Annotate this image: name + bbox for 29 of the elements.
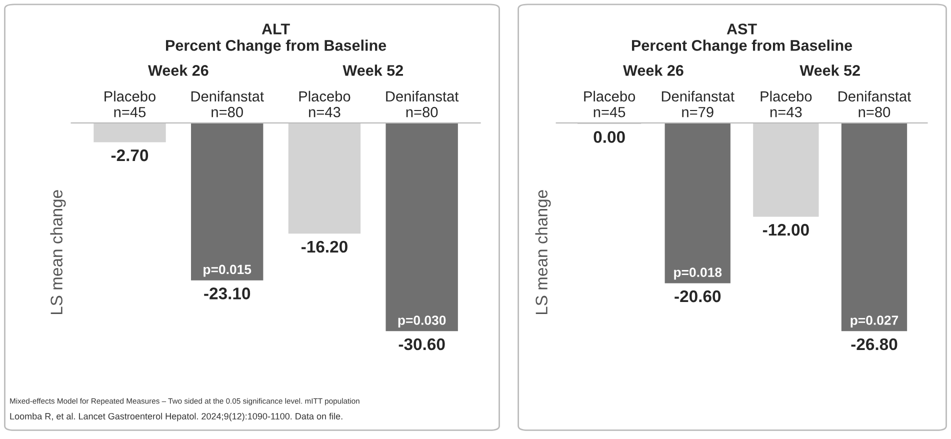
x-tick-label: Denifanstat n=80 [838,90,912,118]
data-label: -2.70 [111,149,148,162]
x-tick-label: Placebo n=43 [299,90,350,118]
x-tick-label: Placebo n=45 [104,90,156,118]
chart-title: ALT Percent Change from Baseline [166,24,386,54]
x-tick-label: Denifanstat n=79 [662,90,734,118]
data-label: -30.60 [398,338,445,350]
chart-title: AST Percent Change from Baseline [632,24,852,54]
data-label: -12.00 [762,224,809,236]
annotation: p=0.027 [850,316,898,328]
text: Week 52 [342,64,403,76]
data-label: -26.80 [851,338,898,350]
y-axis-title: LS mean change [535,190,551,314]
text: Week 52 [800,64,860,76]
annotation: p=0.015 [204,264,252,277]
data-label: -23.10 [204,288,250,300]
text: Week 26 [148,64,208,76]
data-label: 0.00 [594,131,625,143]
text: Loomba R, et al. Lancet Gastroenterol Hepatol. 2024;9(12):1090-1100. Data on file. [10,412,342,422]
y-axis-title: LS mean change [50,190,66,314]
data-label: -20.60 [674,290,721,302]
data-label: -16.20 [301,240,348,253]
x-tick-label: Denifanstat n=80 [386,90,459,118]
annotation: p=0.030 [398,316,446,328]
x-tick-label: Placebo n=45 [584,90,636,118]
x-tick-label: Denifanstat n=80 [191,90,264,118]
x-tick-label: Placebo n=43 [760,90,812,118]
text: Week 26 [623,64,684,76]
annotation: p=0.018 [674,268,722,280]
